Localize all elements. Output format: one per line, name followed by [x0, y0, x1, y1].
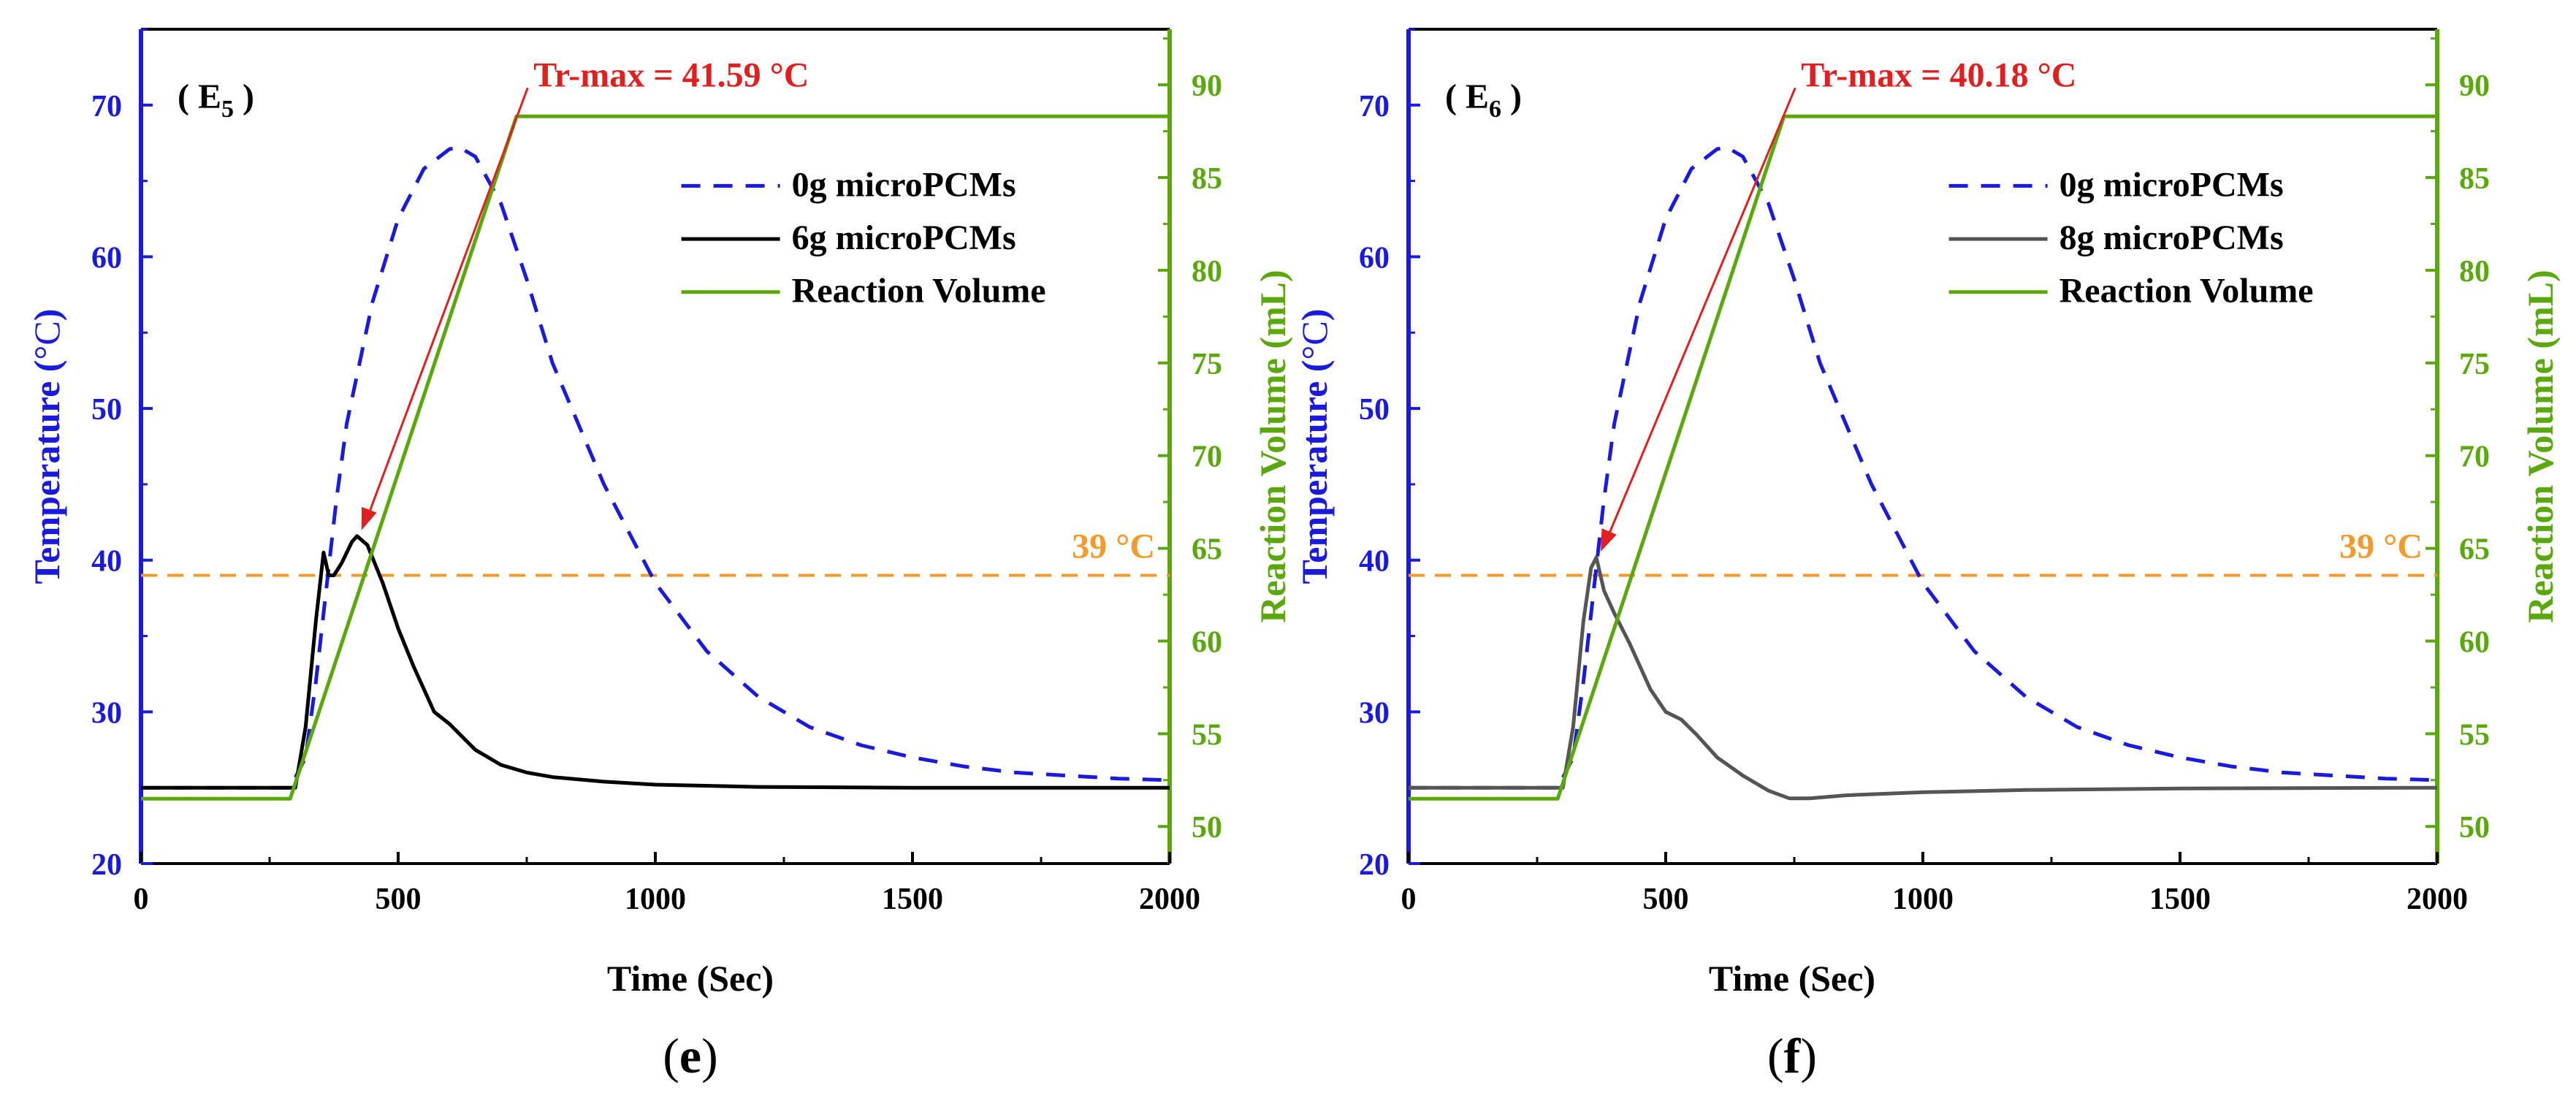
threshold-label: 39 °C: [2339, 527, 2423, 565]
y2-tick-label: 85: [2459, 162, 2490, 196]
x-tick-label: 500: [376, 883, 422, 916]
annotation-label: Tr-max = 40.18 °C: [1801, 56, 2076, 94]
y2-axis-title: Reaction Volume (mL): [2520, 270, 2561, 622]
panel-caption: (e): [663, 1028, 718, 1083]
x-tick-label: 0: [134, 883, 149, 916]
panel-label: ( E6 ): [1445, 77, 1522, 123]
y-axis-title: Temperature (°C): [26, 309, 67, 584]
y2-tick-label: 65: [1192, 533, 1222, 567]
y-tick-label: 40: [1359, 545, 1390, 579]
y2-tick-label: 75: [2459, 348, 2490, 381]
chart-panel-2: 0 500 1000 1500 2000 20 30 40 50 60 70 50 55 60 65 70 75…: [1294, 29, 2561, 1083]
y2-tick-label: 90: [1192, 69, 1222, 103]
chart-panel-1: 0 500 1000 1500 2000 20 30 40 50 60 70 50 55 60 65 70 75…: [26, 29, 1293, 1083]
y2-tick-label: 55: [1192, 718, 1222, 752]
y-axis-title: Temperature (°C): [1294, 309, 1335, 584]
y-tick-label: 50: [91, 393, 122, 427]
y2-tick-label: 80: [2459, 255, 2490, 289]
y2-tick-label: 55: [2459, 718, 2490, 752]
figure: 0 500 1000 1500 2000203040506070505560657075…: [0, 0, 2576, 1101]
y-tick-label: 70: [1359, 90, 1390, 123]
x-axis-title: Time (Sec): [607, 958, 774, 999]
y2-axis-title: Reaction Volume (mL): [1252, 270, 1293, 622]
x-tick-label: 2000: [2407, 883, 2468, 916]
x-tick-label: 500: [1643, 883, 1689, 916]
legend-label: 0g microPCMs: [2059, 165, 2284, 204]
panel-label: ( E5 ): [178, 77, 254, 123]
legend-label: 6g microPCMs: [792, 218, 1016, 257]
series-line-2: [1409, 557, 2437, 799]
x-axis-title: Time (Sec): [1709, 958, 1875, 999]
legend-label: 8g microPCMs: [2059, 218, 2284, 257]
x-tick-label: 1000: [625, 883, 686, 916]
y-tick-label: 70: [91, 90, 122, 123]
x-tick-label: 2000: [1139, 883, 1200, 916]
x-tick-label: 0: [1401, 883, 1417, 916]
x-tick-label: 1500: [2149, 883, 2211, 916]
annotation-arrowhead: [1601, 528, 1617, 552]
y-tick-label: 20: [1359, 848, 1390, 882]
y2-tick-label: 85: [1192, 162, 1222, 196]
y2-tick-label: 75: [1192, 348, 1222, 381]
legend-label: Reaction Volume: [792, 272, 1046, 311]
y2-tick-label: 80: [1192, 255, 1222, 289]
annotation-arrow: [1604, 88, 1795, 547]
y-tick-label: 40: [91, 545, 122, 579]
y2-tick-label: 65: [2459, 533, 2490, 567]
x-tick-label: 1000: [1892, 883, 1954, 916]
y-tick-label: 50: [1359, 393, 1390, 427]
panel-caption: (f): [1767, 1028, 1817, 1083]
y-tick-label: 30: [1359, 696, 1390, 730]
y-tick-label: 60: [91, 241, 122, 275]
annotation-label: Tr-max = 41.59 °C: [533, 56, 809, 94]
y-tick-label: 60: [1359, 241, 1390, 275]
y-tick-label: 30: [91, 696, 122, 730]
y2-tick-label: 50: [2459, 811, 2490, 845]
threshold-label: 39 °C: [1072, 527, 1155, 565]
annotation-arrowhead: [362, 507, 377, 530]
legend-label: Reaction Volume: [2059, 272, 2314, 311]
y2-tick-label: 90: [2459, 69, 2490, 103]
y2-tick-label: 60: [1192, 625, 1222, 659]
y-tick-label: 20: [91, 848, 122, 882]
y2-tick-label: 50: [1192, 811, 1222, 845]
series-line-2: [141, 536, 1170, 788]
y2-tick-label: 70: [1192, 441, 1222, 474]
y2-tick-label: 60: [2459, 625, 2490, 659]
y2-tick-label: 70: [2459, 441, 2490, 474]
legend-label: 0g microPCMs: [792, 165, 1016, 204]
x-tick-label: 1500: [882, 883, 943, 916]
